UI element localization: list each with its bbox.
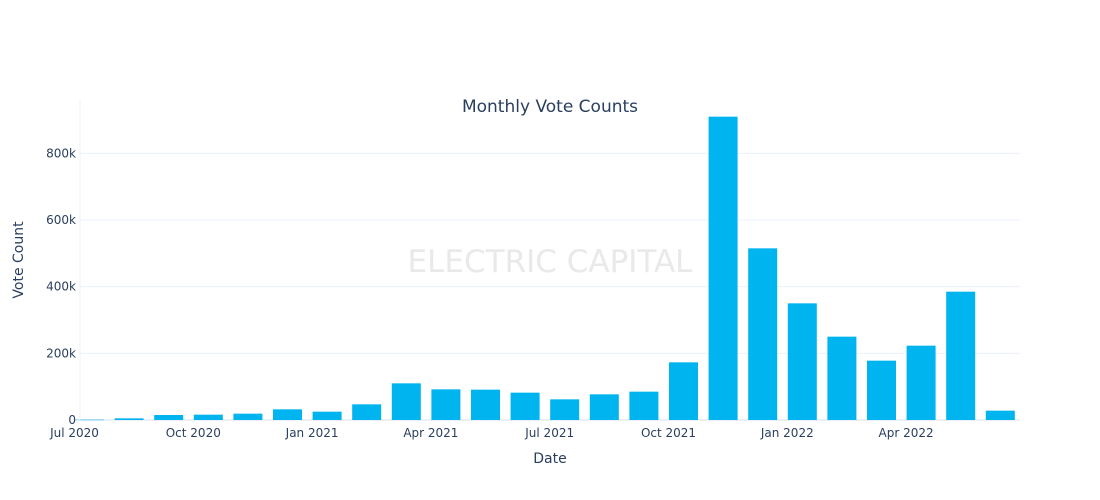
bar-aug-2020[interactable] bbox=[114, 418, 144, 420]
bar-apr-2021[interactable] bbox=[431, 389, 461, 420]
bar-jul-2020[interactable] bbox=[75, 419, 104, 421]
bar-jan-2021[interactable] bbox=[312, 411, 342, 420]
x-tick-label: Jan 2021 bbox=[285, 426, 339, 440]
y-tick-label: 200k bbox=[46, 346, 76, 360]
bar-jun-2022[interactable] bbox=[985, 410, 1015, 420]
bar-apr-2022[interactable] bbox=[906, 345, 936, 420]
bar-may-2021[interactable] bbox=[471, 389, 500, 420]
y-tick-label: 0 bbox=[68, 413, 76, 427]
bar-nov-2021[interactable] bbox=[708, 116, 738, 421]
bar-oct-2020[interactable] bbox=[193, 414, 223, 420]
bars bbox=[75, 116, 1015, 421]
x-tick-label: Jul 2020 bbox=[49, 426, 99, 440]
bar-sep-2021[interactable] bbox=[629, 391, 659, 420]
y-tick-label: 400k bbox=[46, 280, 76, 294]
x-axis-title: Date bbox=[533, 451, 566, 467]
bar-feb-2021[interactable] bbox=[352, 404, 382, 420]
watermark-text: ELECTRIC CAPITAL bbox=[408, 244, 694, 280]
bar-jan-2022[interactable] bbox=[787, 303, 817, 420]
bar-jul-2021[interactable] bbox=[550, 399, 580, 420]
x-tick-label: Jan 2022 bbox=[760, 426, 814, 440]
bar-nov-2020[interactable] bbox=[233, 413, 263, 420]
bar-may-2022[interactable] bbox=[946, 291, 976, 420]
bar-dec-2020[interactable] bbox=[273, 409, 302, 420]
y-tick-label: 600k bbox=[46, 213, 76, 227]
x-tick-label: Apr 2021 bbox=[403, 426, 458, 440]
bar-dec-2021[interactable] bbox=[748, 248, 778, 420]
x-axis-ticks: Jul 2020 Oct 2020 Jan 2021 Apr 2021 Jul 2021… bbox=[49, 426, 934, 440]
bar-oct-2021[interactable] bbox=[669, 362, 698, 420]
x-tick-label: Jul 2021 bbox=[524, 426, 574, 440]
bar-mar-2022[interactable] bbox=[867, 360, 896, 420]
y-axis-ticks: 0 200k 400k 600k 800k bbox=[46, 146, 76, 427]
bar-feb-2022[interactable] bbox=[827, 336, 857, 420]
bar-jun-2021[interactable] bbox=[510, 392, 540, 420]
bar-aug-2021[interactable] bbox=[589, 394, 619, 420]
x-tick-label: Oct 2020 bbox=[166, 426, 221, 440]
y-axis-title: Vote Count bbox=[11, 221, 27, 299]
x-tick-label: Apr 2022 bbox=[879, 426, 934, 440]
bar-mar-2021[interactable] bbox=[391, 383, 421, 420]
chart-title: Monthly Vote Counts bbox=[462, 97, 638, 117]
y-tick-label: 800k bbox=[46, 146, 76, 160]
x-tick-label: Oct 2021 bbox=[641, 426, 696, 440]
bar-sep-2020[interactable] bbox=[154, 415, 184, 420]
